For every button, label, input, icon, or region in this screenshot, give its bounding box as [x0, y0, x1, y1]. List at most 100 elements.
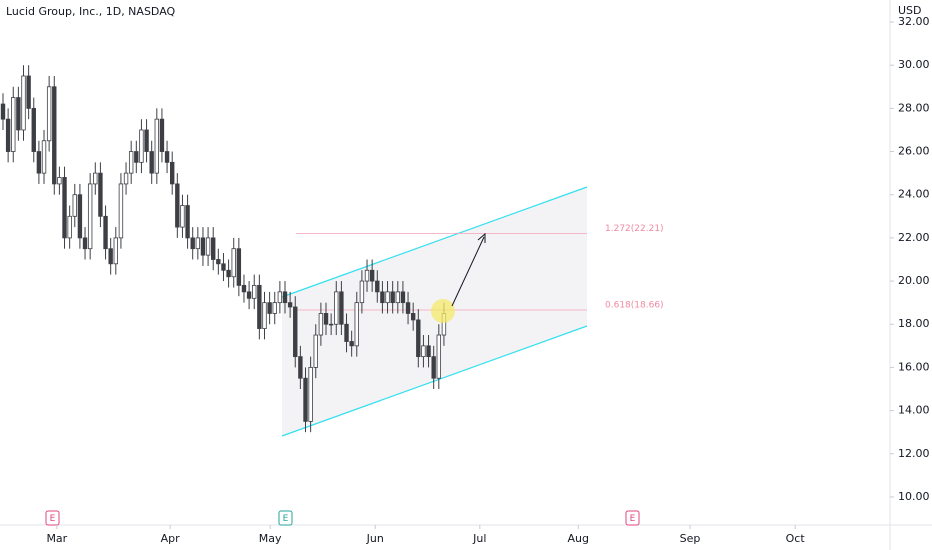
candle-body [344, 323, 349, 342]
y-tick-label: 32.00 [898, 15, 930, 28]
candle-body [200, 237, 206, 256]
earnings-icon[interactable] [45, 510, 60, 526]
candle-body [287, 302, 293, 308]
x-tick-label: Aug [568, 532, 589, 545]
candles [0, 65, 447, 433]
candle-body [405, 302, 411, 314]
earnings-icon[interactable] [625, 510, 640, 526]
candle-body [103, 215, 108, 250]
y-tick-label: 16.00 [898, 360, 930, 373]
candle-body [354, 302, 359, 347]
y-tick-label: 22.00 [898, 231, 930, 244]
candle-body [31, 107, 36, 152]
candle-body [5, 118, 11, 152]
fib-label: 1.272(22.21) [605, 224, 664, 234]
candle-body [169, 161, 175, 185]
candle-body [149, 151, 154, 174]
candle-body [277, 291, 283, 304]
candle-body [303, 377, 308, 422]
candle-body [26, 75, 31, 109]
arrow-line [451, 236, 485, 307]
x-tick-label: Oct [786, 532, 806, 545]
candle-body [154, 118, 160, 174]
candle-body [262, 302, 267, 329]
candle-body [144, 129, 149, 152]
candle-body [134, 151, 139, 163]
candle-body [400, 291, 406, 304]
candle-body [390, 291, 395, 304]
x-tick-label: Jun [366, 532, 384, 545]
chart-title: Lucid Group, Inc., 1D, NASDAQ [6, 5, 176, 18]
candle-body [298, 356, 303, 379]
candle-body [159, 118, 165, 152]
candle-body [72, 194, 77, 217]
candle-body [139, 129, 144, 163]
y-tick-label: 26.00 [898, 145, 930, 158]
candle-body [113, 237, 118, 265]
candle-body [93, 172, 98, 185]
earnings-label: E [50, 514, 56, 524]
candle-body [46, 86, 52, 142]
candle-body [211, 237, 216, 260]
y-tick-label: 18.00 [898, 317, 930, 330]
candle-body [359, 280, 365, 304]
candle-body [385, 291, 390, 304]
candle-body [364, 269, 370, 282]
candle-body [257, 284, 262, 329]
earnings-icon[interactable] [278, 510, 293, 526]
y-tick-label: 30.00 [898, 58, 930, 71]
candle-body [0, 103, 6, 120]
candle-body [57, 177, 62, 185]
earnings-label: E [630, 514, 636, 524]
candle-body [180, 205, 185, 228]
y-tick-label: 10.00 [898, 490, 930, 503]
candle-body [82, 237, 88, 250]
x-tick-label: May [259, 532, 282, 545]
candle-body [410, 313, 416, 321]
candle-body [241, 284, 247, 293]
x-tick-label: Mar [46, 532, 67, 545]
candle-body [421, 345, 426, 358]
candle-body [293, 306, 298, 358]
arrow-head [477, 232, 486, 243]
candle-body [190, 237, 195, 250]
candle-body [282, 291, 288, 304]
candle-body [87, 183, 93, 250]
candle-body [52, 86, 57, 185]
candle-body [221, 263, 226, 271]
axes: 10.00 12.00 14.00 16.00 18.00 20.00 22.00 24.00… [46, 15, 929, 545]
candle-body [123, 172, 129, 185]
candle-body [395, 291, 400, 304]
candle-body [380, 291, 385, 304]
candle-body [375, 280, 380, 293]
candle-body [431, 356, 436, 379]
candle-body [328, 323, 334, 326]
candle-body [426, 345, 431, 358]
candle-body [308, 367, 313, 422]
currency: USD [898, 4, 922, 17]
candle-body [21, 75, 26, 131]
candle-body [164, 151, 170, 163]
y-tick-label: 20.00 [898, 274, 930, 287]
candle-body [175, 183, 180, 228]
x-tick-label: Apr [161, 532, 181, 545]
channel-upper [281, 186, 588, 298]
candle-body [36, 151, 42, 174]
candle-body [16, 97, 21, 131]
channel-lower [281, 325, 588, 437]
candle-body [231, 248, 236, 278]
candle-body [62, 177, 67, 239]
candle-body [118, 183, 124, 239]
candle-body [216, 259, 221, 265]
candle-body [77, 194, 83, 239]
x-tick-label: Jul [472, 532, 486, 545]
candle-body [195, 237, 201, 250]
candle-body [41, 140, 47, 174]
candle-body [11, 97, 16, 152]
candle-body [318, 313, 324, 336]
candle-body [272, 302, 277, 314]
candle-body [67, 215, 72, 239]
candle-body [436, 334, 442, 379]
x-tick-label: Sep [680, 532, 701, 545]
